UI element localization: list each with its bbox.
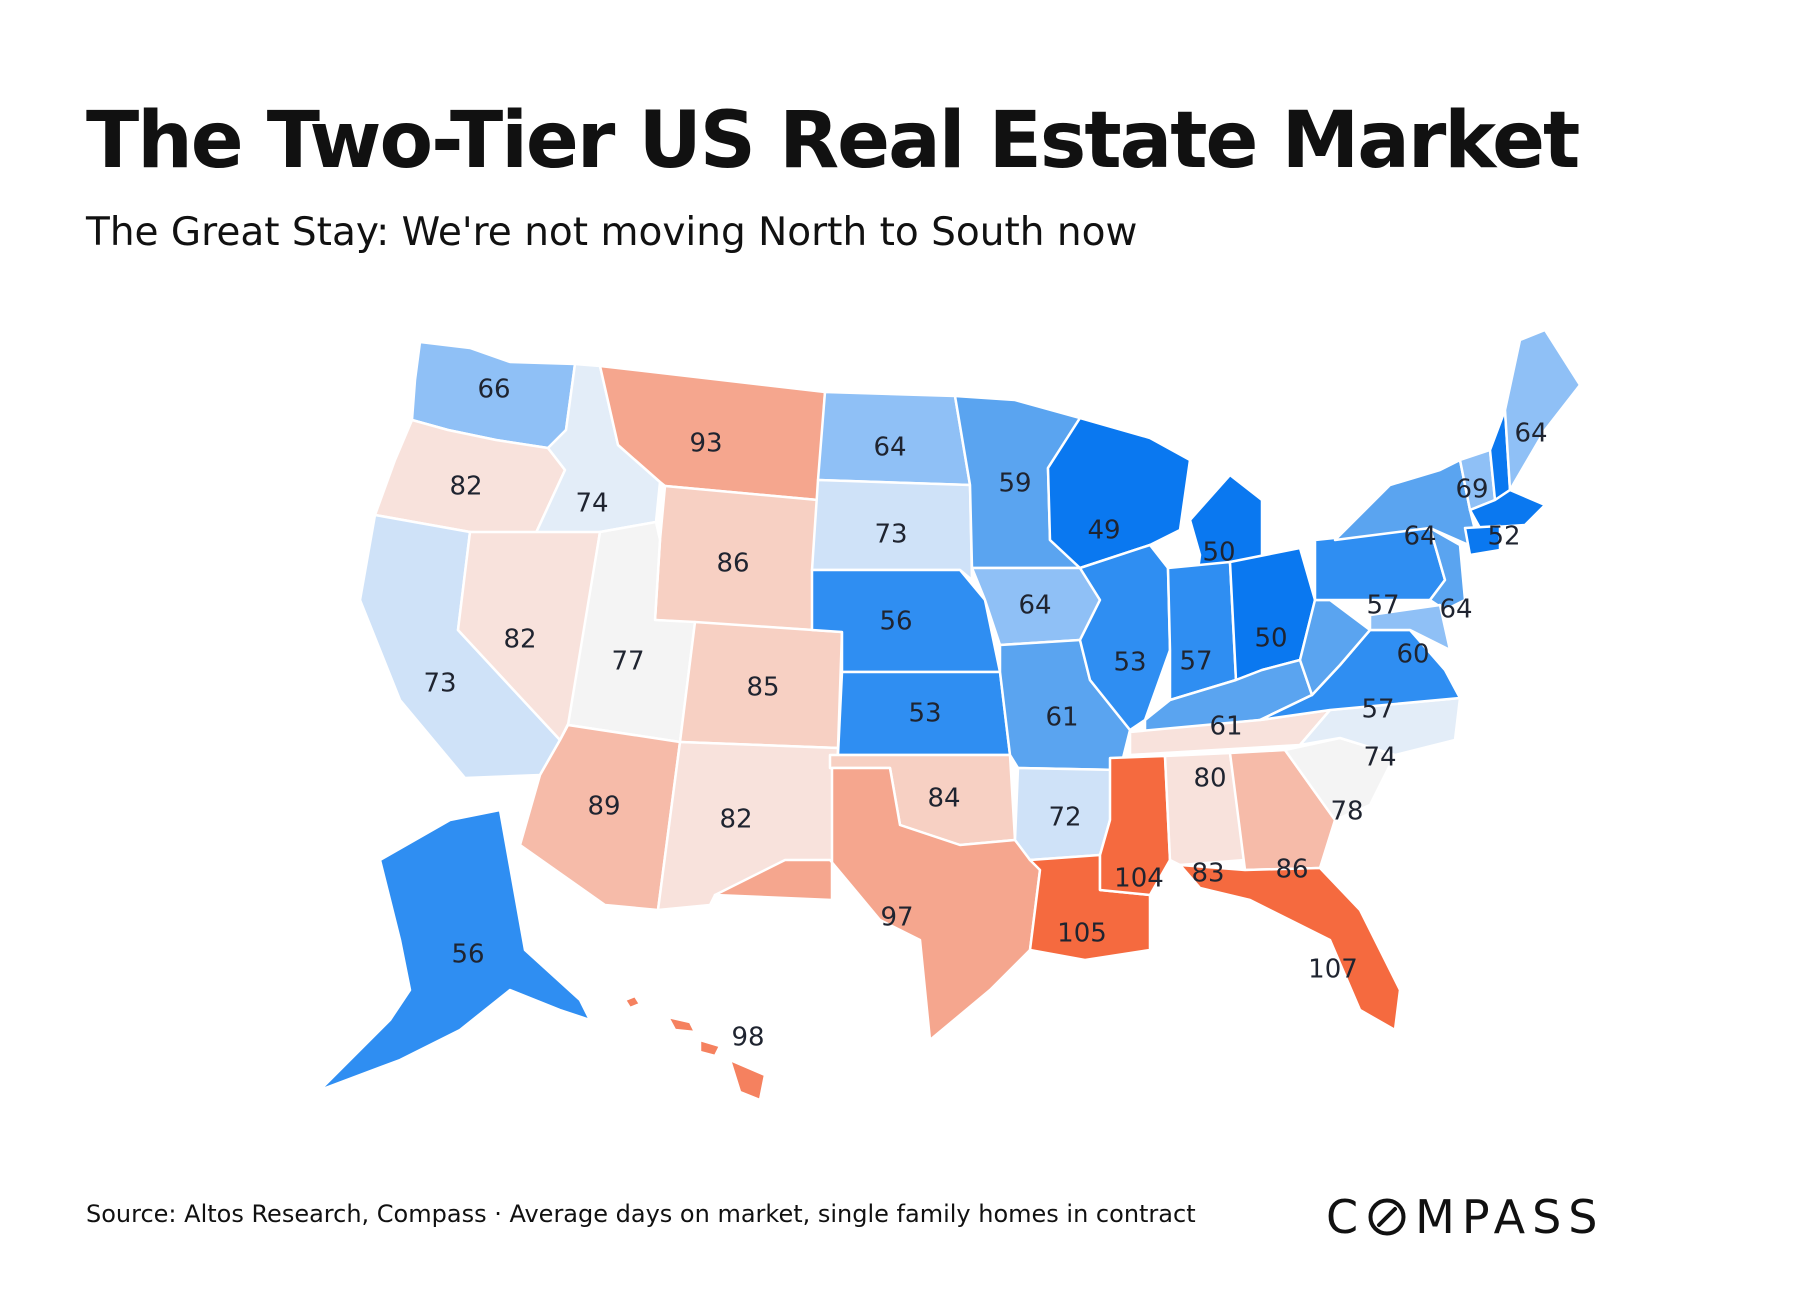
label-oh: 50 (1254, 624, 1287, 654)
label-id: 74 (575, 489, 608, 519)
label-nd: 64 (873, 433, 906, 463)
state-wi (1046, 416, 1192, 570)
label-ky: 61 (1209, 712, 1242, 742)
state-al (1163, 751, 1247, 867)
logo-letter-c: C (1326, 1190, 1366, 1244)
label-wv: 60 (1396, 640, 1429, 670)
state-sd (810, 478, 974, 582)
state-ga (1228, 748, 1337, 872)
state-hi-4 (728, 1058, 767, 1102)
label-ca: 73 (423, 669, 456, 699)
state-fl (1178, 863, 1402, 1032)
label-sc: 78 (1330, 797, 1363, 827)
label-pa: 57 (1366, 591, 1399, 621)
label-tx: 97 (880, 903, 913, 933)
label-ak: 56 (451, 940, 484, 970)
compass-logo: C MPASS (1326, 1190, 1604, 1244)
label-mi: 50 (1202, 538, 1235, 568)
label-mo: 61 (1045, 703, 1078, 733)
state-ct (1463, 524, 1502, 557)
label-vt: 69 (1455, 475, 1488, 505)
label-ks: 53 (908, 699, 941, 729)
state-md (1368, 603, 1452, 652)
label-ne: 56 (879, 607, 912, 637)
page-subtitle: The Great Stay: We're not moving North t… (86, 210, 1138, 255)
state-me (1503, 328, 1582, 492)
label-me: 64 (1514, 419, 1547, 449)
label-or: 82 (449, 472, 482, 502)
label-wy: 86 (716, 549, 749, 579)
label-nc: 74 (1363, 743, 1396, 773)
label-az: 89 (587, 792, 620, 822)
state-tx (713, 766, 1042, 1042)
label-nj: 64 (1439, 595, 1472, 625)
label-ut: 77 (611, 647, 644, 677)
page-title: The Two-Tier US Real Estate Market (86, 96, 1580, 186)
state-in (1166, 560, 1238, 702)
label-la: 105 (1057, 919, 1107, 949)
state-hi-2 (666, 1015, 697, 1034)
label-tn: 80 (1193, 764, 1226, 794)
logo-letters-mpass: MPASS (1415, 1190, 1605, 1244)
label-nh: 52 (1487, 522, 1520, 552)
label-ar: 72 (1048, 803, 1081, 833)
label-ok: 84 (927, 784, 960, 814)
label-wi: 49 (1087, 516, 1120, 546)
label-ia: 64 (1018, 591, 1051, 621)
source-note: Source: Altos Research, Compass · Averag… (86, 1200, 1196, 1228)
label-fl: 107 (1308, 955, 1358, 985)
state-il (1078, 543, 1172, 732)
compass-o-icon (1368, 1198, 1406, 1236)
label-va: 57 (1361, 695, 1394, 725)
label-ms: 104 (1114, 864, 1164, 894)
label-nm: 82 (719, 805, 752, 835)
label-in: 57 (1179, 647, 1212, 677)
label-il: 53 (1113, 648, 1146, 678)
label-co: 85 (746, 673, 779, 703)
state-ak (318, 808, 592, 1092)
label-sd: 73 (874, 520, 907, 550)
state-hi-1 (623, 994, 642, 1010)
label-nv: 82 (503, 625, 536, 655)
label-mt: 93 (689, 429, 722, 459)
label-mn: 59 (998, 469, 1031, 499)
label-ny: 64 (1403, 522, 1436, 552)
label-wa: 66 (477, 375, 510, 405)
state-hi-3 (698, 1038, 722, 1058)
label-ga: 86 (1275, 855, 1308, 885)
label-al: 83 (1191, 859, 1224, 889)
label-hi: 98 (731, 1023, 764, 1053)
state-nj (1428, 526, 1467, 612)
us-map: 66 82 73 74 82 93 86 77 89 85 82 64 73 5… (318, 328, 1582, 1102)
